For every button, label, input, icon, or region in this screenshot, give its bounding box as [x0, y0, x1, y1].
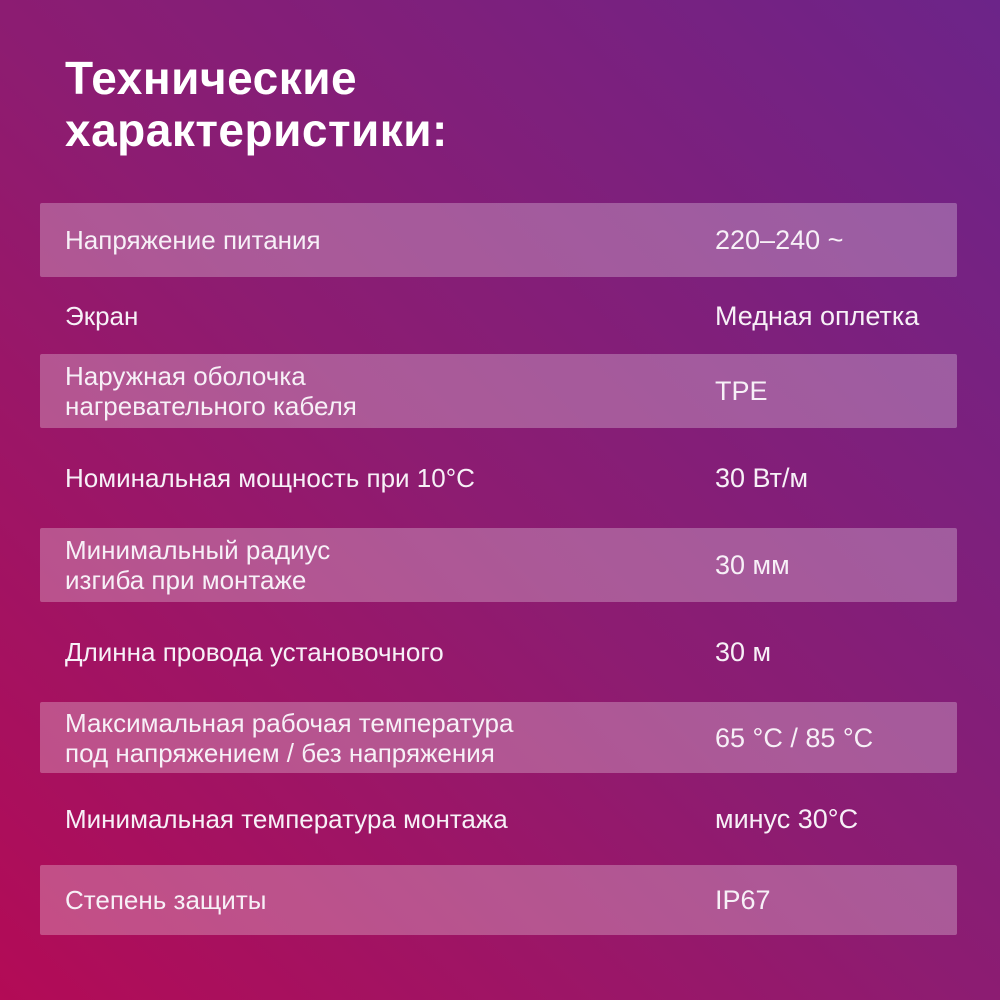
- spec-value: 30 Вт/м: [715, 463, 809, 493]
- spec-value: IP67: [715, 885, 771, 915]
- spec-row-wire-length: Длинна провода установочного 30 м: [40, 602, 957, 702]
- spec-row-max-temperature: Максимальная рабочая температура под нап…: [40, 702, 957, 773]
- spec-value: минус 30°C: [715, 804, 859, 834]
- spec-label: Минимальная температура монтажа: [65, 804, 508, 834]
- spec-table: Напряжение питания 220–240 ~ Экран Медна…: [40, 203, 957, 935]
- page-title: Технические характеристики:: [65, 52, 448, 156]
- spec-value: 30 м: [715, 637, 772, 667]
- spec-label: Напряжение питания: [65, 225, 321, 255]
- spec-label: Минимальный радиус изгиба при монтаже: [65, 535, 331, 595]
- spec-label: Номинальная мощность при 10°C: [65, 463, 475, 493]
- spec-label: Длинна провода установочного: [65, 637, 444, 667]
- spec-value: 30 мм: [715, 550, 790, 580]
- spec-value: Медная оплетка: [715, 300, 920, 331]
- spec-value: 65 °C / 85 °C: [715, 722, 874, 753]
- spec-row-screen: Экран Медная оплетка: [40, 277, 957, 354]
- spec-row-protection-rating: Степень защиты IP67: [40, 865, 957, 935]
- spec-row-voltage: Напряжение питания 220–240 ~: [40, 203, 957, 277]
- spec-row-min-install-temperature: Минимальная температура монтажа минус 30…: [40, 773, 957, 865]
- spec-value: TPE: [715, 376, 768, 406]
- spec-row-bend-radius: Минимальный радиус изгиба при монтаже 30…: [40, 528, 957, 602]
- spec-label: Максимальная рабочая температура под нап…: [65, 707, 514, 768]
- spec-label: Наружная оболочка нагревательного кабеля: [65, 361, 357, 421]
- spec-row-outer-sheath: Наружная оболочка нагревательного кабеля…: [40, 354, 957, 428]
- spec-label: Экран: [65, 300, 139, 331]
- spec-value: 220–240 ~: [715, 225, 844, 255]
- spec-label: Степень защиты: [65, 885, 267, 915]
- spec-row-nominal-power: Номинальная мощность при 10°C 30 Вт/м: [40, 428, 957, 528]
